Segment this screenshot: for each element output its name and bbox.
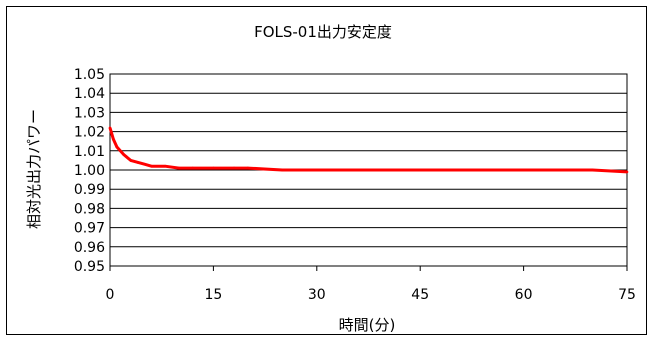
x-tick-label: 45: [411, 287, 429, 303]
x-tick-label: 60: [515, 287, 533, 303]
data-point: [281, 168, 284, 172]
data-point: [591, 168, 594, 172]
data-point: [453, 168, 456, 172]
x-tick-label: 15: [204, 287, 222, 303]
x-tick-label: 30: [308, 287, 326, 303]
y-tick-label: 0.99: [74, 182, 105, 198]
y-tick-label: 0.97: [74, 221, 105, 237]
data-point: [136, 161, 139, 164]
data-point: [122, 153, 126, 156]
data-point: [384, 168, 388, 172]
data-point: [625, 170, 629, 174]
y-tick-label: 1.01: [74, 144, 105, 160]
data-point: [418, 168, 422, 172]
data-point: [349, 168, 353, 172]
y-tick-label: 0.96: [74, 240, 105, 256]
data-point: [115, 145, 119, 149]
series-line: [108, 127, 628, 174]
data-point: [143, 162, 146, 166]
y-tick-label: 1.03: [74, 105, 105, 121]
y-tick-label: 1.04: [74, 86, 105, 102]
x-tick-label: 75: [618, 287, 636, 303]
x-axis-label: 時間(分): [339, 316, 396, 334]
data-point: [487, 168, 491, 172]
x-tick-label: 0: [106, 287, 115, 303]
data-point: [232, 166, 236, 170]
data-point: [212, 166, 215, 170]
data-point: [191, 166, 195, 170]
chart-title: FOLS-01出力安定度: [254, 23, 392, 41]
data-point: [246, 166, 250, 170]
data-point: [315, 168, 319, 172]
data-point: [112, 137, 115, 141]
data-point: [150, 164, 153, 168]
y-tick-label: 0.95: [74, 259, 105, 275]
y-tick-label: 1.02: [74, 125, 105, 141]
plot-border: [109, 73, 628, 267]
data-point: [129, 159, 132, 162]
plot-area: 0.95 0.96 0.97 0.98 0.99 1.00 1.01 1.02 1.03 1.04…: [74, 67, 636, 303]
y-axis-label: 相対光出力パワー: [25, 109, 43, 229]
data-point: [556, 168, 560, 172]
data-point: [108, 126, 112, 130]
data-point: [522, 168, 525, 172]
y-tick-label: 0.98: [74, 201, 105, 217]
y-tick-label: 1.05: [74, 67, 105, 83]
data-point: [177, 166, 181, 170]
data-point: [163, 164, 167, 168]
y-tick-label: 1.00: [74, 163, 105, 179]
